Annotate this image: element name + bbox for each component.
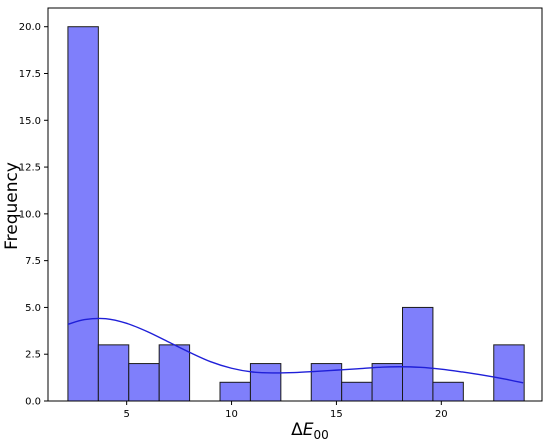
- y-tick-label: 2.5: [25, 350, 41, 361]
- histogram-bars: [67, 26, 525, 402]
- x-axis-label-variable: E: [303, 420, 314, 440]
- histogram-bar: [310, 363, 343, 402]
- y-tick-label: 7.5: [25, 256, 41, 267]
- y-tick-label: 12.5: [19, 163, 41, 174]
- x-tick-label: 5: [123, 409, 129, 420]
- x-axis-label-base: Δ: [291, 420, 303, 440]
- y-axis-label: Frequency: [2, 162, 22, 250]
- y-tick-label: 10.0: [19, 209, 41, 220]
- x-axis-ticks: 5 10 15 20: [123, 401, 448, 420]
- histogram-bar: [128, 363, 160, 402]
- y-axis-ticks: 0.0 2.5 5.0 7.5 10.0 12.5 15.0 17.5 20.0: [19, 22, 48, 408]
- histogram-bar: [97, 344, 130, 402]
- kde-curve: [67, 317, 524, 384]
- histogram-bar: [158, 344, 191, 402]
- histogram-bar: [219, 381, 251, 402]
- x-tick-label: 10: [225, 409, 238, 420]
- histogram-bar: [341, 381, 373, 402]
- y-tick-label: 20.0: [19, 22, 41, 33]
- histogram-bar: [402, 306, 434, 402]
- histogram-bar: [249, 363, 282, 402]
- x-axis-label-sub: 00: [314, 428, 329, 442]
- histogram-bar: [67, 26, 99, 402]
- plot-frame: [47, 7, 543, 402]
- y-tick-label: 0.0: [25, 397, 41, 408]
- y-tick-label: 17.5: [19, 69, 41, 80]
- x-axis-label: ΔE00: [291, 420, 329, 442]
- x-tick-label: 20: [435, 409, 448, 420]
- histogram-bar: [432, 381, 464, 402]
- y-tick-label: 5.0: [25, 303, 41, 314]
- histogram-bar: [371, 363, 404, 402]
- histogram-bar: [493, 344, 525, 402]
- y-tick-label: 15.0: [19, 116, 41, 127]
- x-tick-label: 15: [330, 409, 343, 420]
